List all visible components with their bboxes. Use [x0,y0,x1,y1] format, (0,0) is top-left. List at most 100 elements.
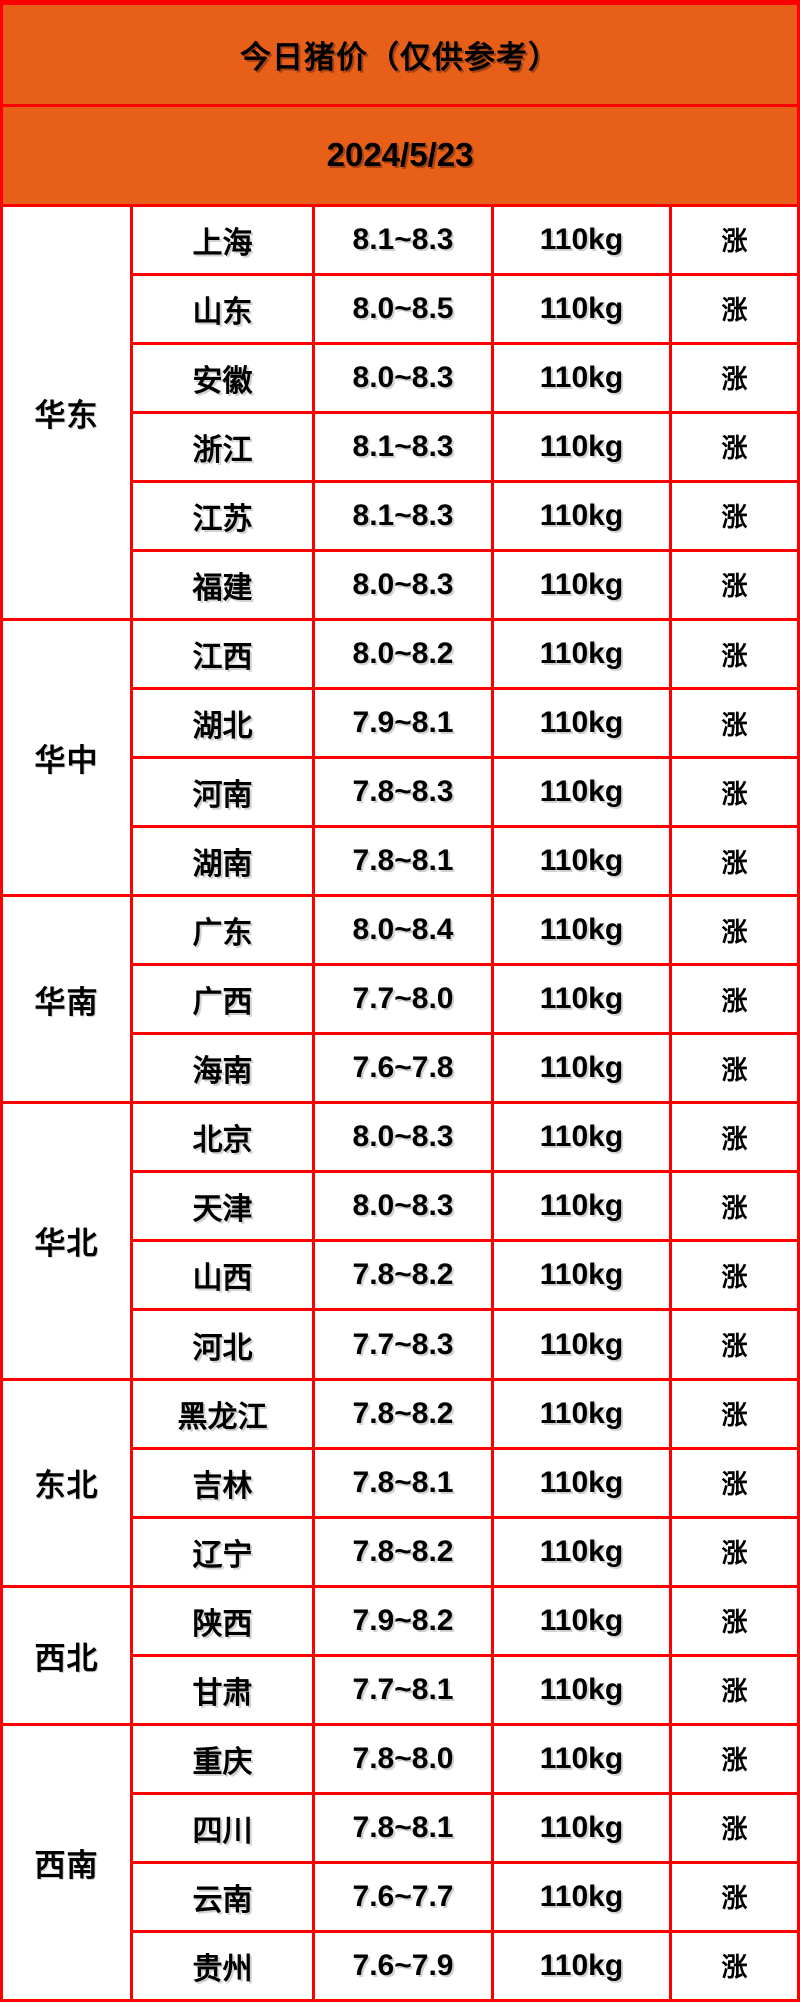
weight-cell: 110kg [491,1929,672,2003]
province-cell: 江苏 [130,479,315,552]
status-cell: 涨 [668,1308,800,1381]
weight-cell: 110kg [491,1308,672,1381]
price-cell: 7.8~8.2 [312,1239,494,1312]
price-row: 华中 江西 8.0~8.2 110kg 涨 [0,618,800,898]
region-cell: 东北 [0,1377,133,1588]
price-row: 华东 上海 8.1~8.3 110kg 涨 [0,203,800,622]
status-cell: 涨 [668,203,800,276]
status-cell: 涨 [668,1722,800,1795]
price-row: 吉林 7.8~8.1 110kg 涨 [2,1446,800,1519]
status-cell: 涨 [668,272,800,345]
status-cell: 涨 [668,479,800,552]
price-cell: 7.7~8.0 [312,963,494,1036]
price-row: 天津 8.0~8.3 110kg 涨 [2,1170,800,1243]
status-cell: 涨 [668,1446,800,1519]
price-row: 山西 7.8~8.2 110kg 涨 [2,1239,800,1312]
price-table-header: 今日猪价（仅供参考） 2024/5/23 [0,0,800,207]
weight-cell: 110kg [491,687,672,760]
price-cell: 7.9~8.1 [312,687,494,760]
weight-cell: 110kg [491,1239,672,1312]
province-cell: 海南 [130,1032,315,1105]
price-row: 河北 7.7~8.3 110kg 涨 [2,1308,800,1381]
status-cell: 涨 [668,618,800,691]
province-cell: 吉林 [130,1446,315,1519]
province-cell: 安徽 [130,341,315,414]
weight-cell: 110kg [491,1377,672,1450]
province-cell: 河北 [130,1308,315,1381]
date-row: 2024/5/23 [0,103,800,207]
province-cell: 陕西 [130,1584,315,1657]
province-cell: 福建 [130,548,315,622]
status-cell: 涨 [668,894,800,967]
weight-cell: 110kg [491,1653,672,1726]
province-cell: 甘肃 [130,1653,315,1726]
province-cell: 浙江 [130,410,315,483]
price-cell: 7.9~8.2 [312,1584,494,1657]
price-cell: 8.0~8.4 [312,894,494,967]
status-cell: 涨 [668,1791,800,1864]
province-cell: 天津 [130,1170,315,1243]
status-cell: 涨 [668,1239,800,1312]
price-row: 安徽 8.0~8.3 110kg 涨 [2,341,800,414]
price-cell: 8.0~8.3 [312,548,494,622]
weight-cell: 110kg [491,1101,672,1174]
weight-cell: 110kg [491,1515,672,1588]
price-cell: 7.8~8.1 [312,1446,494,1519]
price-cell: 8.0~8.2 [312,618,494,691]
province-cell: 上海 [130,203,315,276]
region-cell: 西北 [0,1584,133,1726]
region-cell: 华东 [0,203,133,622]
price-cell: 7.8~8.2 [312,1515,494,1588]
price-cell: 7.7~8.3 [312,1308,494,1381]
price-row: 广西 7.7~8.0 110kg 涨 [2,963,800,1036]
weight-cell: 110kg [491,548,672,622]
price-cell: 7.7~8.1 [312,1653,494,1726]
price-row: 湖北 7.9~8.1 110kg 涨 [2,687,800,760]
weight-cell: 110kg [491,1722,672,1795]
price-cell: 8.0~8.5 [312,272,494,345]
status-cell: 涨 [668,341,800,414]
price-row: 西北 陕西 7.9~8.2 110kg 涨 [0,1584,800,1726]
region-cell: 华北 [0,1101,133,1381]
weight-cell: 110kg [491,1791,672,1864]
weight-cell: 110kg [491,410,672,483]
province-cell: 北京 [130,1101,315,1174]
status-cell: 涨 [668,1377,800,1450]
weight-cell: 110kg [491,756,672,829]
price-cell: 7.8~8.3 [312,756,494,829]
price-row: 江苏 8.1~8.3 110kg 涨 [2,479,800,552]
weight-cell: 110kg [491,341,672,414]
weight-cell: 110kg [491,203,672,276]
province-cell: 四川 [130,1791,315,1864]
status-cell: 涨 [668,1101,800,1174]
status-cell: 涨 [668,1653,800,1726]
price-row: 贵州 7.6~7.9 110kg 涨 [2,1929,800,2003]
province-cell: 湖北 [130,687,315,760]
province-cell: 广东 [130,894,315,967]
price-cell: 8.1~8.3 [312,203,494,276]
region-cell: 华中 [0,618,133,898]
weight-cell: 110kg [491,1446,672,1519]
price-row: 湖南 7.8~8.1 110kg 涨 [2,825,800,898]
status-cell: 涨 [668,825,800,898]
price-cell: 7.8~8.1 [312,825,494,898]
status-cell: 涨 [668,756,800,829]
title-row: 今日猪价（仅供参考） [0,0,800,107]
province-cell: 贵州 [130,1929,315,2003]
board-date: 2024/5/23 [0,103,800,207]
price-cell: 8.1~8.3 [312,410,494,483]
province-cell: 山西 [130,1239,315,1312]
price-cell: 7.8~8.0 [312,1722,494,1795]
board-title: 今日猪价（仅供参考） [0,0,800,107]
weight-cell: 110kg [491,825,672,898]
price-cell: 7.6~7.8 [312,1032,494,1105]
price-row: 西南 重庆 7.8~8.0 110kg 涨 [0,1722,800,2003]
price-row: 云南 7.6~7.7 110kg 涨 [2,1860,800,1933]
price-cell: 8.1~8.3 [312,479,494,552]
weight-cell: 110kg [491,1860,672,1933]
weight-cell: 110kg [491,963,672,1036]
province-cell: 广西 [130,963,315,1036]
province-cell: 云南 [130,1860,315,1933]
price-cell: 8.0~8.3 [312,341,494,414]
